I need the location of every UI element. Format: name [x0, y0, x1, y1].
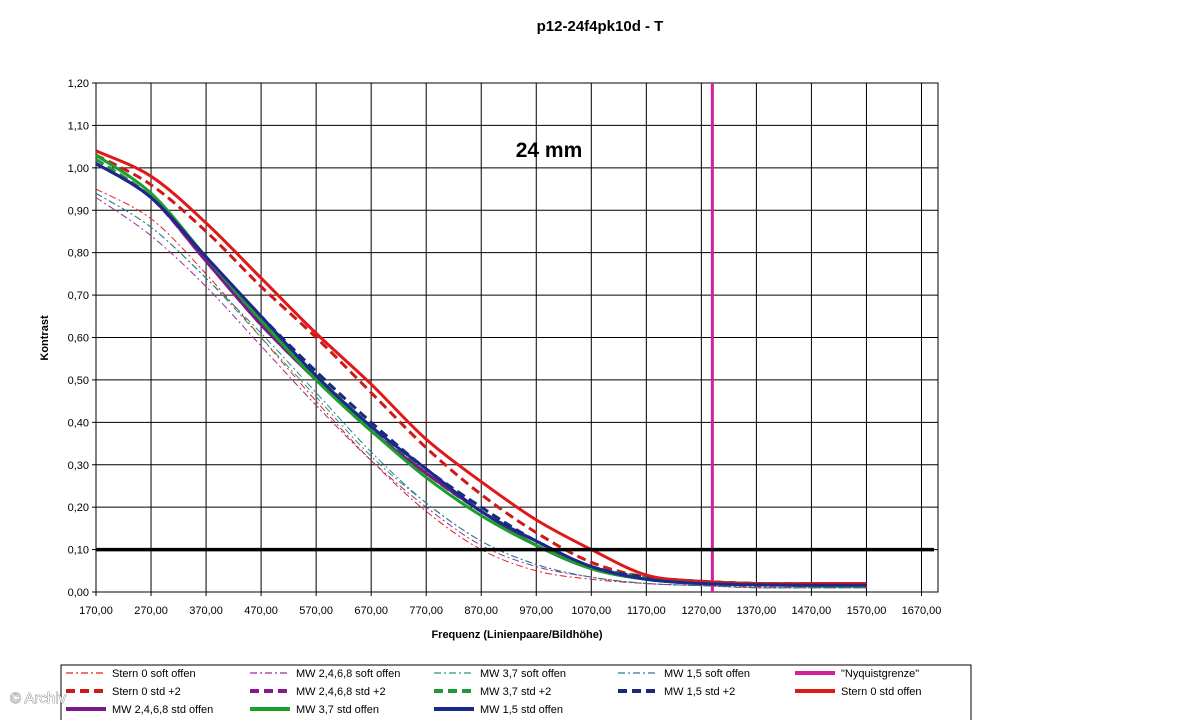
- x-tick-label: 970,00: [519, 605, 553, 617]
- series-line-0: [95, 188, 867, 589]
- x-tick-label: 1170,00: [627, 605, 666, 617]
- y-tick-label: 0,10: [68, 545, 89, 557]
- y-tick-label: 1,20: [68, 78, 89, 90]
- x-tick-label: 770,00: [409, 605, 443, 617]
- x-tick-label: 1270,00: [681, 605, 721, 617]
- y-tick-label: 1,10: [68, 120, 89, 132]
- x-tick-label: 670,00: [354, 605, 388, 617]
- series-line-1: [95, 197, 867, 589]
- x-tick-label: 1470,00: [792, 605, 832, 617]
- legend-label: MW 1,5 std +2: [664, 686, 735, 698]
- legend: Stern 0 soft offen MW 2,4,6,8 soft offen M…: [66, 668, 922, 716]
- series-line-3: [95, 192, 867, 589]
- x-tick-label: 170,00: [79, 605, 113, 617]
- x-tick-label: 1070,00: [571, 605, 611, 617]
- y-tick-labels: 0,00 0,10 0,20 0,30 0,40 0,50 0,60 0,70 0,80 0,90…: [68, 78, 89, 599]
- y-tick-label: 0,50: [68, 375, 89, 387]
- focal-length-annotation: 24 mm: [516, 139, 583, 162]
- x-axis-label: Frequenz (Linienpaare/Bildhöhe): [431, 629, 602, 641]
- legend-label: MW 2,4,6,8 std offen: [112, 704, 213, 716]
- x-tick-label: 270,00: [134, 605, 168, 617]
- archive-watermark: © Archiv: [10, 690, 67, 707]
- legend-label: MW 3,7 std +2: [480, 686, 551, 698]
- y-axis-label: Kontrast: [39, 315, 51, 361]
- x-tick-labels: 170,00 270,00 370,00 470,00 570,00 670,00 770,…: [79, 605, 941, 617]
- x-tick-label: 570,00: [299, 605, 333, 617]
- y-tick-label: 0,30: [68, 460, 89, 472]
- y-tick-label: 0,00: [68, 587, 89, 599]
- legend-label: MW 2,4,6,8 std +2: [296, 686, 386, 698]
- legend-label: MW 1,5 std offen: [480, 704, 563, 716]
- legend-label: Stern 0 std +2: [112, 686, 181, 698]
- legend-label: "Nyquistgrenze": [841, 668, 919, 680]
- y-tick-label: 0,60: [68, 333, 89, 345]
- legend-label: MW 3,7 soft offen: [480, 668, 566, 680]
- x-tick-label: 1670,00: [902, 605, 942, 617]
- series-line-12: [95, 162, 867, 587]
- x-tick-label: 470,00: [244, 605, 278, 617]
- x-tick-label: 870,00: [464, 605, 498, 617]
- y-tick-label: 0,80: [68, 248, 89, 260]
- y-tick-label: 0,70: [68, 290, 89, 302]
- y-tick-label: 0,90: [68, 205, 89, 217]
- legend-label: MW 1,5 soft offen: [664, 668, 750, 680]
- x-tick-label: 1370,00: [737, 605, 777, 617]
- legend-label: MW 2,4,6,8 soft offen: [296, 668, 400, 680]
- y-tick-label: 1,00: [68, 163, 89, 175]
- legend-label: Stern 0 soft offen: [112, 668, 196, 680]
- legend-label: MW 3,7 std offen: [296, 704, 379, 716]
- x-tick-label: 1570,00: [847, 605, 887, 617]
- y-tick-label: 0,20: [68, 502, 89, 514]
- chart-title: p12-24f4pk10d - T: [537, 18, 664, 35]
- x-tick-label: 370,00: [189, 605, 223, 617]
- y-tick-label: 0,40: [68, 417, 89, 429]
- legend-label: Stern 0 std offen: [841, 686, 922, 698]
- series-lines: [95, 83, 867, 592]
